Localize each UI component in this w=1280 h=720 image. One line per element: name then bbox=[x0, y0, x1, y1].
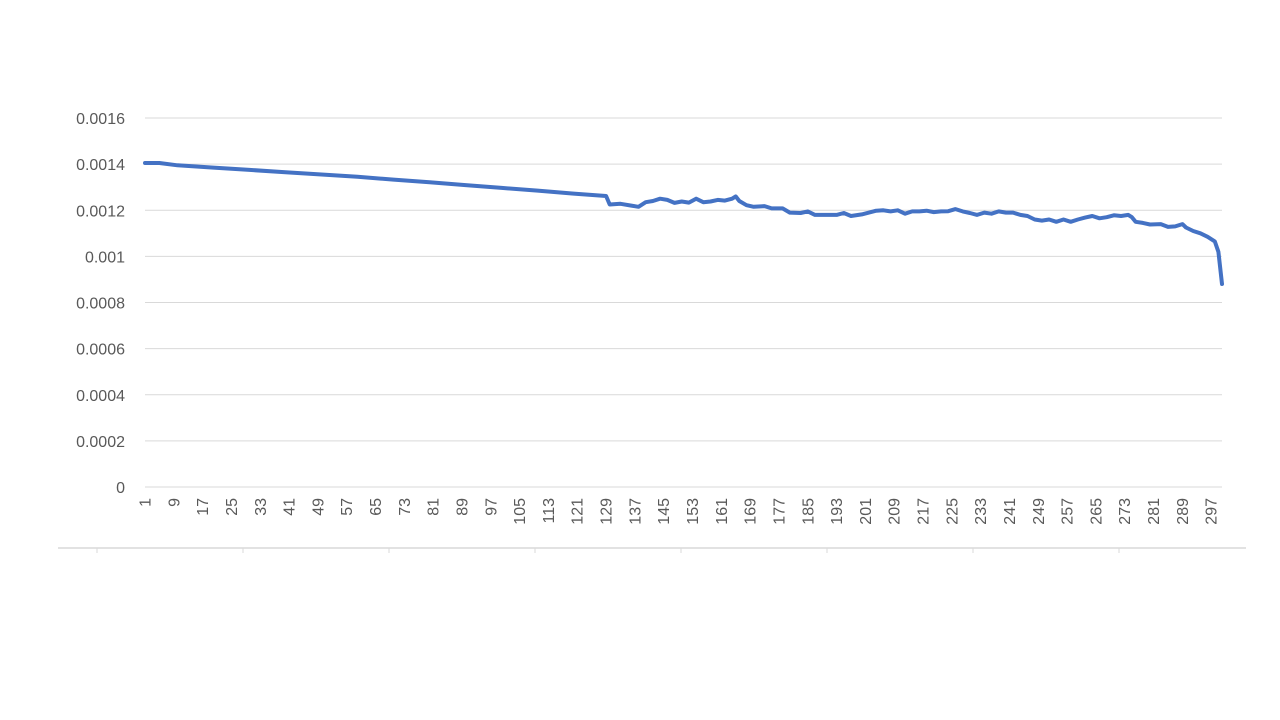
x-tick-label: 185 bbox=[800, 498, 817, 525]
y-tick-label: 0.0006 bbox=[76, 342, 125, 359]
y-tick-label: 0.0012 bbox=[76, 203, 125, 220]
x-tick-label: 1 bbox=[138, 498, 155, 507]
x-tick-label: 137 bbox=[627, 498, 644, 525]
x-tick-label: 121 bbox=[570, 498, 587, 525]
x-tick-label: 89 bbox=[454, 498, 471, 516]
x-tick-label: 9 bbox=[166, 498, 183, 507]
y-axis-tick-labels: 0 0.0002 0.0004 0.0006 0.0008 0.001 0.0012 0.00… bbox=[76, 111, 125, 497]
x-tick-label: 177 bbox=[771, 498, 788, 525]
x-tick-label: 169 bbox=[743, 498, 760, 525]
y-tick-label: 0.0008 bbox=[76, 296, 125, 313]
x-tick-label: 201 bbox=[858, 498, 875, 525]
gridlines bbox=[145, 117, 1222, 488]
x-tick-label: 57 bbox=[339, 498, 356, 516]
y-tick-label: 0.0004 bbox=[76, 388, 125, 405]
y-tick-label: 0.0014 bbox=[76, 157, 125, 174]
x-tick-label: 225 bbox=[944, 498, 961, 525]
x-tick-label: 145 bbox=[656, 498, 673, 525]
y-tick-label: 0.001 bbox=[85, 249, 125, 266]
x-tick-label: 273 bbox=[1117, 498, 1134, 525]
x-tick-label: 33 bbox=[253, 498, 270, 516]
x-tick-label: 297 bbox=[1204, 498, 1221, 525]
x-tick-label: 113 bbox=[541, 498, 558, 524]
x-tick-label: 265 bbox=[1088, 498, 1105, 525]
x-tick-label: 209 bbox=[887, 498, 904, 525]
x-tick-label: 249 bbox=[1031, 498, 1048, 525]
x-tick-label: 17 bbox=[195, 498, 212, 516]
series-lines bbox=[143, 161, 1224, 286]
x-tick-label: 81 bbox=[426, 498, 443, 516]
x-tick-label: 281 bbox=[1146, 498, 1163, 525]
x-tick-label: 233 bbox=[973, 498, 990, 525]
divider-ticks bbox=[96, 548, 1120, 553]
x-tick-label: 49 bbox=[310, 498, 327, 516]
x-tick-label: 73 bbox=[397, 498, 414, 516]
x-tick-label: 161 bbox=[714, 498, 731, 525]
series-line bbox=[143, 161, 1224, 286]
x-tick-label: 241 bbox=[1002, 498, 1019, 525]
x-tick-label: 65 bbox=[368, 498, 385, 516]
x-tick-label: 217 bbox=[916, 498, 933, 525]
x-tick-label: 153 bbox=[685, 498, 702, 525]
x-tick-label: 25 bbox=[224, 498, 241, 516]
y-tick-label: 0.0016 bbox=[76, 111, 125, 128]
x-tick-label: 41 bbox=[282, 498, 299, 516]
x-tick-label: 257 bbox=[1060, 498, 1077, 525]
x-tick-label: 105 bbox=[512, 498, 529, 525]
x-tick-label: 97 bbox=[483, 498, 500, 516]
y-tick-label: 0.0002 bbox=[76, 434, 125, 451]
x-tick-label: 193 bbox=[829, 498, 846, 525]
x-tick-label: 129 bbox=[599, 498, 616, 525]
x-axis-tick-labels: 1 9 17 25 33 41 49 57 65 73 81 89 97 105 113 121 129 137 1… bbox=[138, 498, 1221, 525]
x-tick-label: 289 bbox=[1175, 498, 1192, 525]
y-tick-label: 0 bbox=[116, 480, 125, 497]
